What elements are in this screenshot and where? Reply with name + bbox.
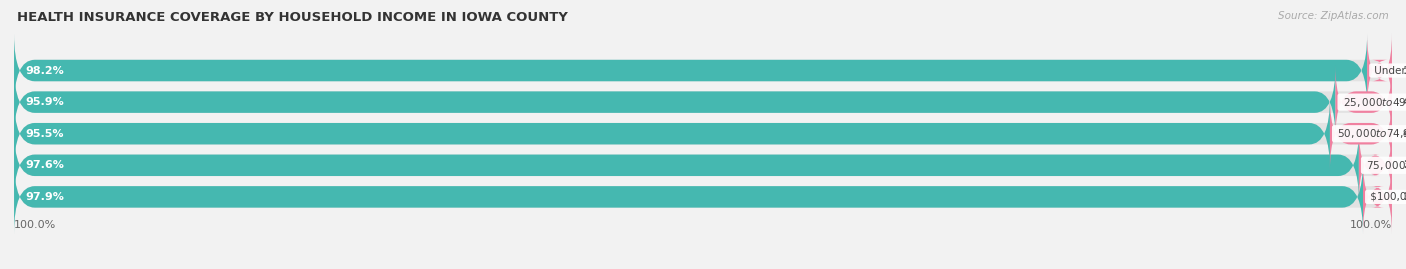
FancyBboxPatch shape [1367, 34, 1392, 107]
FancyBboxPatch shape [14, 160, 1362, 233]
Text: 100.0%: 100.0% [14, 220, 56, 230]
FancyBboxPatch shape [14, 34, 1392, 107]
Text: $25,000 to $49,999: $25,000 to $49,999 [1340, 95, 1406, 109]
FancyBboxPatch shape [14, 160, 1392, 233]
Text: 95.5%: 95.5% [25, 129, 63, 139]
Text: 1.8%: 1.8% [1403, 66, 1406, 76]
Text: 2.4%: 2.4% [1403, 160, 1406, 170]
Text: $50,000 to $74,999: $50,000 to $74,999 [1334, 127, 1406, 140]
Text: 97.9%: 97.9% [25, 192, 63, 202]
Text: 4.5%: 4.5% [1403, 129, 1406, 139]
Text: 97.6%: 97.6% [25, 160, 63, 170]
Text: 95.9%: 95.9% [25, 97, 63, 107]
Text: Source: ZipAtlas.com: Source: ZipAtlas.com [1278, 11, 1389, 21]
Text: 100.0%: 100.0% [1350, 220, 1392, 230]
FancyBboxPatch shape [14, 129, 1358, 202]
Text: Under $25,000: Under $25,000 [1371, 66, 1406, 76]
Text: 98.2%: 98.2% [25, 66, 63, 76]
FancyBboxPatch shape [1358, 129, 1392, 202]
FancyBboxPatch shape [14, 65, 1392, 139]
Text: HEALTH INSURANCE COVERAGE BY HOUSEHOLD INCOME IN IOWA COUNTY: HEALTH INSURANCE COVERAGE BY HOUSEHOLD I… [17, 11, 568, 24]
FancyBboxPatch shape [14, 129, 1392, 202]
FancyBboxPatch shape [14, 34, 1367, 107]
Text: 2.1%: 2.1% [1403, 192, 1406, 202]
FancyBboxPatch shape [14, 97, 1330, 170]
FancyBboxPatch shape [14, 97, 1392, 170]
Text: 4.1%: 4.1% [1403, 97, 1406, 107]
FancyBboxPatch shape [14, 65, 1336, 139]
FancyBboxPatch shape [1336, 65, 1392, 139]
FancyBboxPatch shape [1330, 97, 1392, 170]
FancyBboxPatch shape [1362, 160, 1392, 233]
Text: $75,000 to $99,999: $75,000 to $99,999 [1362, 159, 1406, 172]
Text: $100,000 and over: $100,000 and over [1367, 192, 1406, 202]
